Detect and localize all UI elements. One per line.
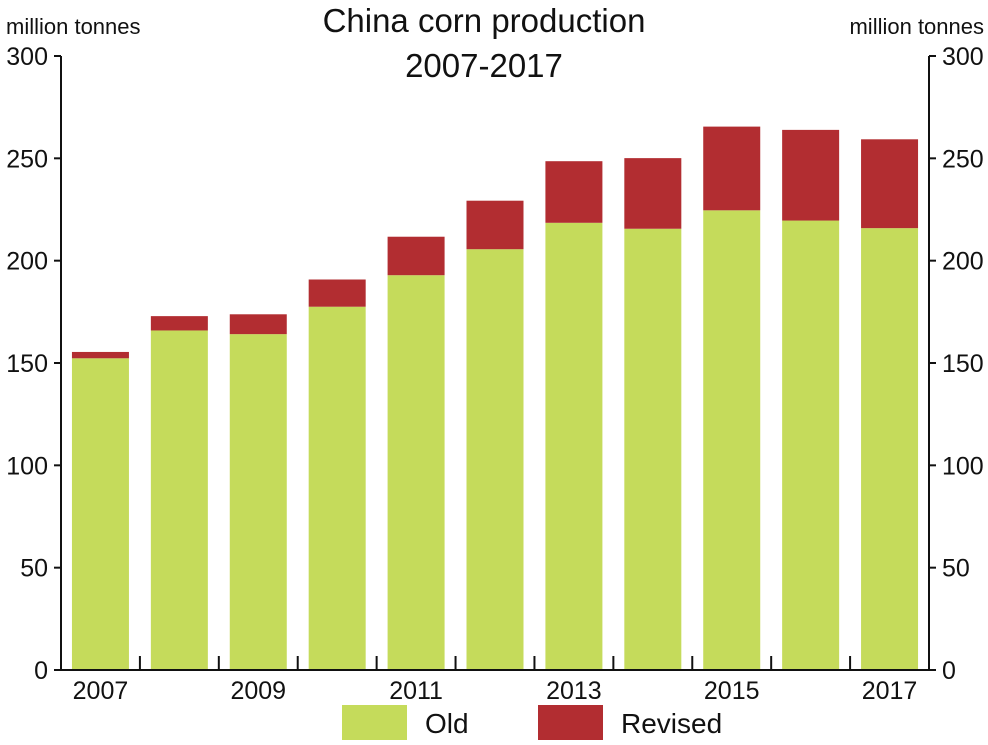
bar-revised-2011 [387, 236, 445, 276]
bar-old-2011 [387, 275, 445, 670]
left-axis-unit-label: million tonnes [6, 14, 141, 39]
bar-old-2008 [150, 330, 208, 670]
bar-revised-2008 [150, 316, 208, 331]
y-tick-label-right: 250 [942, 145, 984, 173]
bar-old-2010 [308, 306, 366, 670]
bar-old-2015 [703, 210, 761, 670]
bars-group [71, 126, 919, 671]
y-tick-label-right: 300 [942, 43, 984, 71]
bar-old-2013 [545, 222, 603, 671]
bar-old-2014 [624, 228, 682, 671]
bar-old-2017 [861, 228, 919, 670]
y-tick-label-left: 100 [6, 452, 48, 480]
x-ticks-group: 2007 2009 2011 2013 2015 2017 [73, 656, 918, 705]
y-tick-label-left: 0 [34, 657, 48, 685]
y-tick-label-right: 50 [942, 555, 970, 583]
right-axis-unit-label: million tonnes [849, 14, 984, 39]
bar-revised-2016 [782, 129, 840, 221]
legend-swatch-revised [538, 705, 603, 740]
y-ticks-group: 0 0 50 50 100 100 150 150 200 200 250 250 300 300 [6, 43, 983, 685]
legend-label-revised: Revised [621, 708, 722, 739]
y-tick-label-left: 300 [6, 43, 48, 71]
y-tick-label-right: 100 [942, 452, 984, 480]
bar-old-2012 [466, 249, 524, 670]
bar-revised-2013 [545, 161, 603, 223]
y-tick-label-left: 50 [20, 555, 48, 583]
y-tick-label-left: 150 [6, 350, 48, 378]
y-tick-label-right: 200 [942, 248, 984, 276]
x-tick-label-2015: 2015 [704, 677, 760, 705]
bar-old-2007 [71, 358, 129, 670]
bar-revised-2015 [703, 126, 761, 211]
y-tick-label-left: 200 [6, 248, 48, 276]
chart-subtitle: 2007-2017 [405, 47, 563, 84]
chart-title: China corn production [323, 2, 646, 39]
bar-revised-2009 [229, 314, 287, 335]
x-tick-label-2007: 2007 [73, 677, 129, 705]
legend: Old Revised [342, 705, 722, 740]
x-tick-label-2011: 2011 [389, 677, 443, 705]
bar-revised-2007 [71, 351, 129, 359]
y-tick-label-right: 150 [942, 350, 984, 378]
y-tick-label-left: 250 [6, 145, 48, 173]
bar-revised-2014 [624, 158, 682, 229]
bar-revised-2010 [308, 279, 366, 307]
bar-revised-2012 [466, 200, 524, 250]
y-tick-label-right: 0 [942, 657, 956, 685]
bar-old-2009 [229, 334, 287, 670]
x-tick-label-2017: 2017 [862, 677, 918, 705]
bar-old-2016 [782, 220, 840, 671]
x-tick-label-2009: 2009 [230, 677, 286, 705]
x-tick-label-2013: 2013 [546, 677, 602, 705]
legend-label-old: Old [425, 708, 469, 739]
bar-revised-2017 [861, 139, 919, 229]
legend-swatch-old [342, 705, 407, 740]
